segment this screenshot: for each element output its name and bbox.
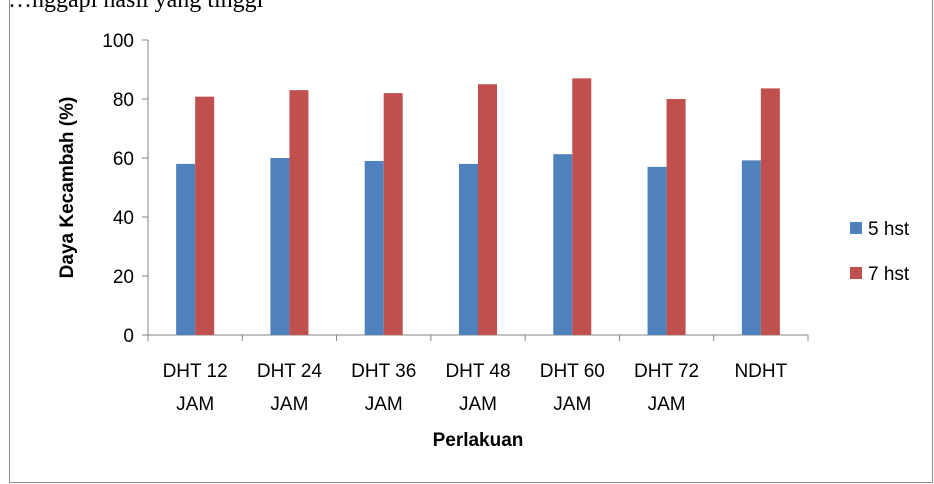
x-tick-label-line: JAM — [553, 394, 591, 415]
y-tick-label: 40 — [113, 208, 134, 229]
bar-7-hst-2 — [289, 90, 309, 336]
legend-label: 7 hst — [868, 264, 910, 285]
x-tick-label-line: JAM — [365, 394, 403, 415]
bar-5-hst-5 — [553, 154, 573, 335]
legend: 5 hst 7 hst — [850, 219, 910, 285]
y-tick-label: 60 — [113, 149, 134, 170]
x-tick-label: NDHT — [734, 361, 787, 382]
x-tick-label-line: DHT 60 — [540, 361, 605, 382]
bar-7-hst-6 — [666, 99, 686, 335]
bar-7-hst-3 — [383, 93, 403, 335]
x-tick-label-line: DHT 12 — [163, 361, 228, 382]
bar-7-hst-4 — [478, 84, 497, 335]
x-tick-label: DHT 36 JAM — [351, 361, 416, 415]
y-axis: 0 20 40 60 80 100 — [102, 31, 149, 347]
x-tick-label: DHT 72 JAM — [634, 361, 699, 415]
legend-swatch-7-hst — [850, 267, 862, 279]
x-axis-title: Perlakuan — [433, 430, 524, 451]
x-tick-label-line: DHT 48 — [445, 361, 510, 382]
bar-5-hst-3 — [364, 160, 384, 335]
bar-5-hst-2 — [270, 158, 290, 335]
x-tick-label-line: DHT 24 — [257, 361, 323, 382]
bar-7-hst-7 — [760, 88, 780, 335]
x-tick-label-line: DHT 36 — [351, 361, 416, 382]
bar-5-hst-6 — [647, 166, 667, 335]
chart-frame — [9, 0, 933, 483]
bar-7-hst-1 — [195, 96, 215, 335]
y-tick-label: 0 — [123, 326, 134, 347]
caption-text: …nggapi hasil yang tinggi — [8, 0, 264, 13]
y-tick-label: 20 — [113, 267, 134, 288]
bar-5-hst-1 — [176, 163, 196, 335]
x-tick-label: DHT 12 JAM — [163, 361, 228, 415]
y-tick-label: 100 — [102, 31, 134, 52]
x-tick-label: DHT 60 JAM — [540, 361, 605, 415]
x-tick-label-line: JAM — [459, 394, 497, 415]
x-tick-label: DHT 48 JAM — [445, 361, 510, 415]
x-tick-label-line: DHT 72 — [634, 361, 699, 382]
bars — [176, 78, 780, 336]
bar-5-hst-4 — [459, 163, 478, 335]
legend-label: 5 hst — [868, 219, 910, 240]
y-axis-title: Daya Kecambah (%) — [57, 97, 78, 279]
bar-7-hst-5 — [572, 78, 592, 335]
x-tick-label: DHT 24 JAM — [257, 361, 323, 415]
x-tick-label-line: JAM — [176, 394, 214, 415]
bar-5-hst-7 — [741, 160, 761, 335]
x-tick-label-line: JAM — [648, 394, 686, 415]
x-axis — [147, 334, 809, 341]
legend-swatch-5-hst — [850, 222, 862, 234]
x-tick-label-line: NDHT — [734, 361, 787, 382]
x-tick-label-line: JAM — [270, 394, 308, 415]
y-tick-label: 80 — [113, 90, 134, 111]
